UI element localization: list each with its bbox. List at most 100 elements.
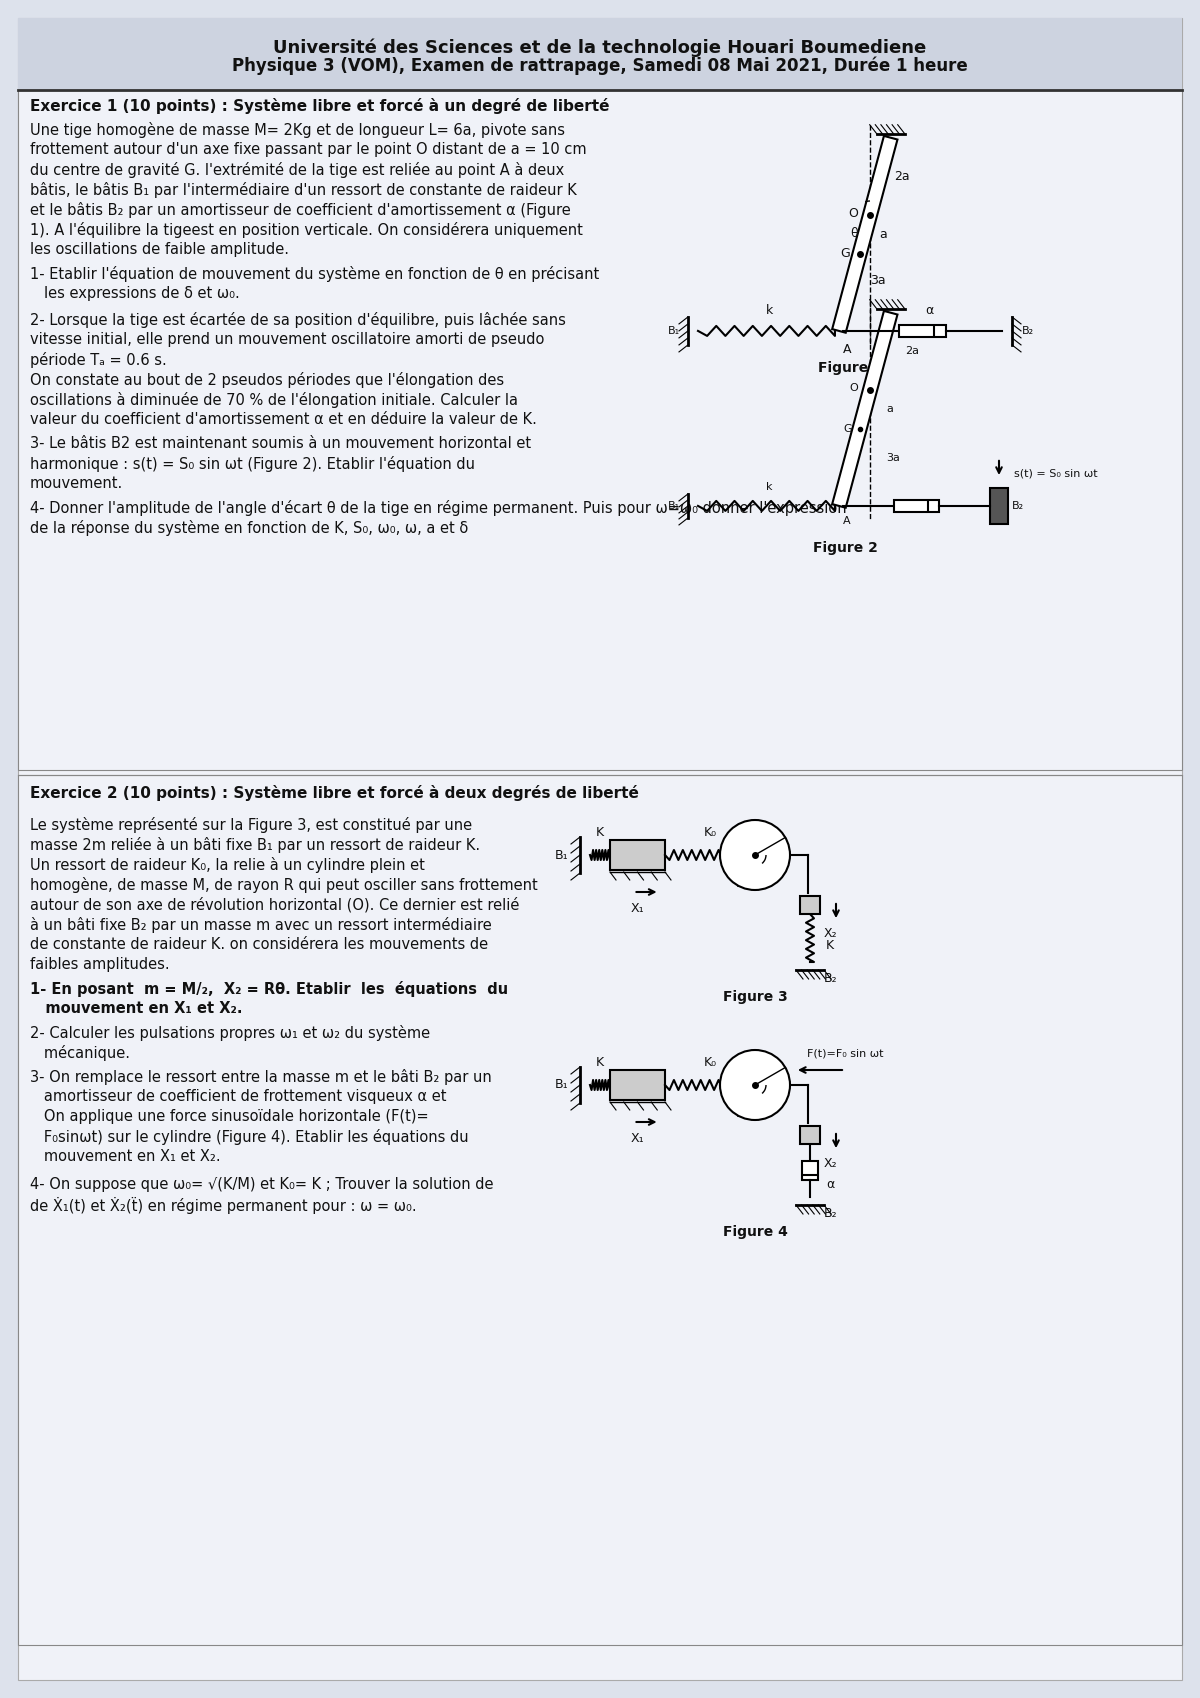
Text: de constante de raideur K. on considérera les mouvements de: de constante de raideur K. on considérer… — [30, 937, 488, 953]
Text: mouvement en X₁ et X₂.: mouvement en X₁ et X₂. — [30, 1002, 242, 1015]
Text: période Tₐ = 0.6 s.: période Tₐ = 0.6 s. — [30, 351, 167, 368]
Text: 3- Le bâtis B2 est maintenant soumis à un mouvement horizontal et: 3- Le bâtis B2 est maintenant soumis à u… — [30, 436, 532, 452]
Text: 2- Lorsque la tige est écartée de sa position d'équilibre, puis lâchée sans: 2- Lorsque la tige est écartée de sa pos… — [30, 312, 566, 328]
Text: oscillations à diminuée de 70 % de l'élongation initiale. Calculer la: oscillations à diminuée de 70 % de l'élo… — [30, 392, 518, 408]
Text: K: K — [596, 825, 604, 839]
Text: Exercice 2 (10 points) : Système libre et forcé à deux degrés de liberté: Exercice 2 (10 points) : Système libre e… — [30, 784, 638, 801]
Text: Le système représenté sur la Figure 3, est constitué par une: Le système représenté sur la Figure 3, e… — [30, 817, 472, 834]
Circle shape — [720, 1049, 790, 1121]
Text: a: a — [886, 404, 893, 414]
Text: O: O — [758, 857, 767, 868]
Text: 2m: 2m — [626, 847, 649, 863]
Text: Figure 2: Figure 2 — [812, 542, 877, 555]
Text: F(t)=F₀ sin ωt: F(t)=F₀ sin ωt — [806, 1049, 883, 1060]
Text: faibles amplitudes.: faibles amplitudes. — [30, 958, 169, 971]
Text: 2- Calculer les pulsations propres ω₁ et ω₂ du système: 2- Calculer les pulsations propres ω₁ et… — [30, 1026, 430, 1041]
Text: 1). A l'équilibre la tigеest en position verticale. On considérera uniquement: 1). A l'équilibre la tigеest en position… — [30, 222, 583, 238]
Text: 2m: 2m — [626, 1078, 649, 1092]
Text: K: K — [826, 939, 834, 951]
Text: Figure 1: Figure 1 — [817, 362, 882, 375]
Text: B₁: B₁ — [668, 501, 680, 511]
Text: G: G — [844, 423, 852, 433]
Text: X₂: X₂ — [824, 1156, 838, 1170]
Text: Une tige homogène de masse M= 2Kg et de longueur L= 6a, pivote sans: Une tige homogène de masse M= 2Kg et de … — [30, 122, 565, 138]
Text: B₁: B₁ — [554, 1078, 568, 1092]
Text: 2a: 2a — [905, 346, 919, 357]
Text: θ: θ — [772, 1071, 778, 1082]
Text: mouvement.: mouvement. — [30, 475, 124, 491]
Text: valeur du coefficient d'amortissement α et en déduire la valeur de K.: valeur du coefficient d'amortissement α … — [30, 413, 536, 426]
Text: du centre de gravité G. l'extrémité de la tige est reliée au point A à deux: du centre de gravité G. l'extrémité de l… — [30, 161, 564, 178]
Text: 4- Donner l'amplitude de l'angle d'écart θ de la tige en régime permanent. Puis : 4- Donner l'amplitude de l'angle d'écart… — [30, 499, 847, 516]
Text: O: O — [848, 207, 858, 219]
Text: 2a: 2a — [894, 170, 910, 183]
Text: θ: θ — [850, 226, 858, 239]
Text: Université des Sciences et de la technologie Houari Boumediene: Université des Sciences et de la technol… — [274, 37, 926, 56]
Text: O: O — [758, 1087, 767, 1097]
Bar — [18, 19, 1182, 90]
Text: O: O — [850, 384, 858, 392]
Text: et le bâtis B₂ par un amortisseur de coefficient d'amortissement α (Figure: et le bâtis B₂ par un amortisseur de coe… — [30, 202, 571, 217]
Text: X₂: X₂ — [824, 927, 838, 941]
Text: K₀: K₀ — [703, 825, 716, 839]
Text: les expressions de δ et ω₀.: les expressions de δ et ω₀. — [44, 285, 240, 301]
Text: B₂: B₂ — [824, 971, 838, 985]
Text: m: m — [804, 1129, 816, 1141]
Text: α: α — [925, 304, 934, 318]
Text: 3a: 3a — [886, 453, 900, 464]
Text: homogène, de masse M, de rayon R qui peut osciller sans frottement: homogène, de masse M, de rayon R qui peu… — [30, 876, 538, 893]
Text: M: M — [736, 876, 746, 890]
Circle shape — [720, 820, 790, 890]
Text: 4- On suppose que ω₀= √(K/M) et K₀= K ; Trouver la solution de: 4- On suppose que ω₀= √(K/M) et K₀= K ; … — [30, 1177, 493, 1192]
Text: G: G — [840, 248, 850, 260]
Bar — [899, 324, 947, 336]
Text: F₀sinωt) sur le cylindre (Figure 4). Etablir les équations du: F₀sinωt) sur le cylindre (Figure 4). Eta… — [30, 1129, 469, 1144]
Text: amortisseur de coefficient de frottement visqueux α et: amortisseur de coefficient de frottement… — [30, 1088, 446, 1104]
Text: A: A — [842, 343, 852, 357]
Text: k: k — [767, 482, 773, 492]
Text: mouvement en X₁ et X₂.: mouvement en X₁ et X₂. — [30, 1150, 221, 1165]
Text: X₁: X₁ — [631, 902, 644, 915]
Text: m: m — [804, 898, 816, 912]
Bar — [800, 1126, 820, 1144]
Text: K₀: K₀ — [703, 1056, 716, 1070]
Text: R: R — [739, 827, 746, 837]
Text: α: α — [826, 1178, 834, 1192]
Text: vitesse initial, elle prend un mouvement oscillatoire amorti de pseudo: vitesse initial, elle prend un mouvement… — [30, 333, 545, 346]
Text: Physique 3 (VOM), Examen de rattrapage, Samedi 08 Mai 2021, Durée 1 heure: Physique 3 (VOM), Examen de rattrapage, … — [232, 56, 968, 75]
Bar — [18, 90, 1182, 769]
Text: de la réponse du système en fonction de K, S₀, ω₀, ω, a et δ: de la réponse du système en fonction de … — [30, 520, 468, 537]
Bar — [610, 841, 665, 869]
Text: frottement autour d'un axe fixe passant par le point O distant de a = 10 cm: frottement autour d'un axe fixe passant … — [30, 143, 587, 156]
Text: K: K — [596, 1056, 604, 1070]
Text: Figure 3: Figure 3 — [722, 990, 787, 1004]
Text: On applique une force sinusoïdale horizontale (F(t)=: On applique une force sinusoïdale horizo… — [30, 1109, 428, 1124]
Text: bâtis, le bâtis B₁ par l'intermédiaire d'un ressort de constante de raideur K: bâtis, le bâtis B₁ par l'intermédiaire d… — [30, 182, 577, 199]
Text: k: k — [766, 304, 773, 318]
Text: B₂: B₂ — [1022, 326, 1034, 336]
Text: masse 2m reliée à un bâti fixe B₁ par un ressort de raideur K.: masse 2m reliée à un bâti fixe B₁ par un… — [30, 837, 480, 852]
Bar — [610, 1070, 665, 1100]
Polygon shape — [832, 136, 898, 333]
Text: à un bâti fixe B₂ par un masse m avec un ressort intermédiaire: à un bâti fixe B₂ par un masse m avec un… — [30, 917, 492, 932]
Text: 3a: 3a — [870, 275, 886, 287]
Text: 3- On remplace le ressort entre la masse m et le bâti B₂ par un: 3- On remplace le ressort entre la masse… — [30, 1070, 492, 1085]
Text: Un ressort de raideur K₀, la relie à un cylindre plein et: Un ressort de raideur K₀, la relie à un … — [30, 857, 425, 873]
Bar — [894, 499, 938, 511]
Bar — [800, 897, 820, 914]
Text: Exercice 1 (10 points) : Système libre et forcé à un degré de liberté: Exercice 1 (10 points) : Système libre e… — [30, 98, 610, 114]
Polygon shape — [832, 311, 898, 508]
Text: s(t) = S₀ sin ωt: s(t) = S₀ sin ωt — [1014, 469, 1098, 479]
Text: On constate au bout de 2 pseudos périodes que l'élongation des: On constate au bout de 2 pseudos période… — [30, 372, 504, 389]
Text: B₁: B₁ — [554, 849, 568, 861]
Text: θ: θ — [772, 842, 778, 852]
Text: M: M — [736, 1107, 746, 1121]
Text: B₂: B₂ — [824, 1207, 838, 1219]
Text: B₂: B₂ — [1012, 501, 1024, 511]
Text: X₁: X₁ — [631, 1133, 644, 1144]
Bar — [18, 774, 1182, 1645]
Text: harmonique : s(t) = S₀ sin ωt (Figure 2). Etablir l'équation du: harmonique : s(t) = S₀ sin ωt (Figure 2)… — [30, 457, 475, 472]
Text: 1- Etablir l'équation de mouvement du système en fonction de θ en précisant: 1- Etablir l'équation de mouvement du sy… — [30, 267, 599, 282]
Bar — [990, 487, 1008, 525]
Bar — [802, 1161, 818, 1180]
